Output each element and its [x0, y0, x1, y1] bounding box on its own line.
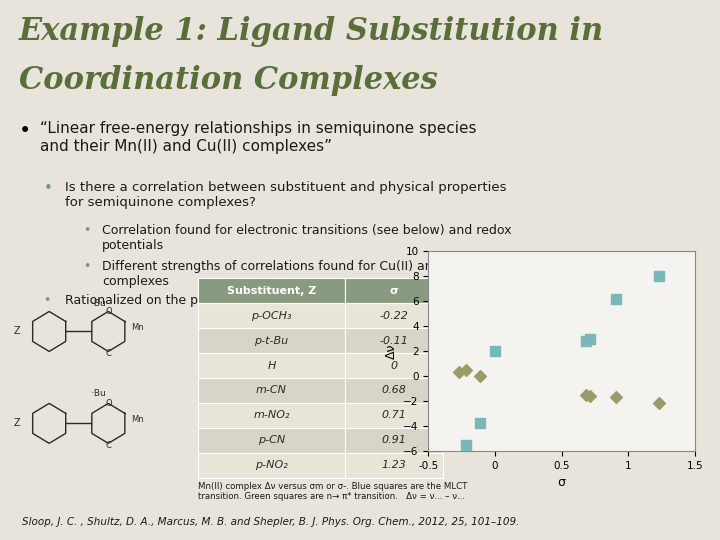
Text: Coordination Complexes: Coordination Complexes	[19, 65, 437, 96]
Point	[653, 399, 665, 408]
Text: Correlation found for electronic transitions (see below) and redox
potentials: Correlation found for electronic transit…	[102, 224, 512, 252]
Text: -0.22: -0.22	[379, 310, 408, 321]
FancyBboxPatch shape	[198, 453, 345, 478]
Text: -0.11: -0.11	[379, 335, 408, 346]
FancyBboxPatch shape	[198, 353, 345, 378]
FancyBboxPatch shape	[198, 378, 345, 403]
Point	[474, 372, 486, 380]
Point	[460, 366, 472, 374]
FancyBboxPatch shape	[345, 328, 443, 353]
Text: Z: Z	[14, 418, 20, 428]
Text: p-OCH₃: p-OCH₃	[251, 310, 292, 321]
Text: m-NO₂: m-NO₂	[253, 410, 289, 421]
Point	[653, 272, 665, 280]
Point	[611, 294, 622, 303]
Point	[584, 392, 595, 400]
Text: p-NO₂: p-NO₂	[255, 461, 288, 470]
FancyBboxPatch shape	[345, 428, 443, 453]
Text: C: C	[105, 441, 112, 450]
Point	[454, 368, 465, 376]
Text: 1.23: 1.23	[382, 461, 406, 470]
Text: Mn(II) complex Δν versus σm or σ-. Blue squares are the MLCT
transition. Green s: Mn(II) complex Δν versus σm or σ-. Blue …	[198, 482, 467, 501]
Text: Different strengths of correlations found for Cu(II) and Mn(II)
complexes: Different strengths of correlations foun…	[102, 260, 480, 288]
Point	[474, 419, 486, 428]
FancyBboxPatch shape	[198, 278, 345, 303]
FancyBboxPatch shape	[345, 303, 443, 328]
FancyBboxPatch shape	[345, 353, 443, 378]
Text: ·Bu: ·Bu	[91, 299, 106, 308]
Point	[460, 440, 472, 449]
FancyBboxPatch shape	[345, 378, 443, 403]
Point	[580, 337, 591, 346]
Text: p-t-Bu: p-t-Bu	[254, 335, 289, 346]
Text: •: •	[84, 260, 91, 273]
Point	[580, 390, 591, 399]
Text: 0: 0	[390, 361, 397, 370]
Text: Z: Z	[14, 327, 20, 336]
Text: O: O	[105, 307, 112, 316]
FancyBboxPatch shape	[345, 453, 443, 478]
Text: •: •	[84, 224, 91, 237]
Text: Substituent, Z: Substituent, Z	[227, 286, 316, 295]
Text: •: •	[43, 294, 50, 307]
Text: Example 1: Ligand Substitution in: Example 1: Ligand Substitution in	[19, 16, 603, 47]
Text: Mn: Mn	[131, 323, 144, 332]
Text: O: O	[105, 399, 112, 408]
Text: •: •	[19, 122, 31, 141]
Text: Rationalized on the possible exchange pathways present in Cu(II) vs Mn(II): Rationalized on the possible exchange pa…	[65, 294, 532, 307]
Text: “Linear free-energy relationships in semiquinone species
and their Mn(II) and Cu: “Linear free-energy relationships in sem…	[40, 122, 477, 154]
Text: ·Bu: ·Bu	[91, 389, 106, 398]
Text: m-CN: m-CN	[256, 386, 287, 395]
X-axis label: σ: σ	[557, 476, 566, 489]
Text: Sloop, J. C. , Shultz, D. A., Marcus, M. B. and Shepler, B. J. Phys. Org. Chem.,: Sloop, J. C. , Shultz, D. A., Marcus, M.…	[22, 517, 519, 528]
Text: C: C	[105, 349, 112, 358]
Y-axis label: Δν: Δν	[384, 343, 397, 359]
Point	[490, 347, 501, 355]
Text: 0.68: 0.68	[382, 386, 406, 395]
Text: •: •	[43, 181, 53, 196]
FancyBboxPatch shape	[198, 303, 345, 328]
FancyBboxPatch shape	[198, 328, 345, 353]
Text: Is there a correlation between substituent and physical properties
for semiquino: Is there a correlation between substitue…	[65, 181, 506, 209]
Text: p-CN: p-CN	[258, 435, 285, 445]
Text: Mn: Mn	[131, 415, 144, 424]
FancyBboxPatch shape	[198, 403, 345, 428]
FancyBboxPatch shape	[345, 403, 443, 428]
FancyBboxPatch shape	[345, 278, 443, 303]
Text: σ: σ	[390, 286, 398, 295]
FancyBboxPatch shape	[198, 428, 345, 453]
Text: H: H	[267, 361, 276, 370]
Text: 0.91: 0.91	[382, 435, 406, 445]
Point	[611, 393, 622, 402]
Point	[584, 334, 595, 343]
Text: 0.71: 0.71	[382, 410, 406, 421]
